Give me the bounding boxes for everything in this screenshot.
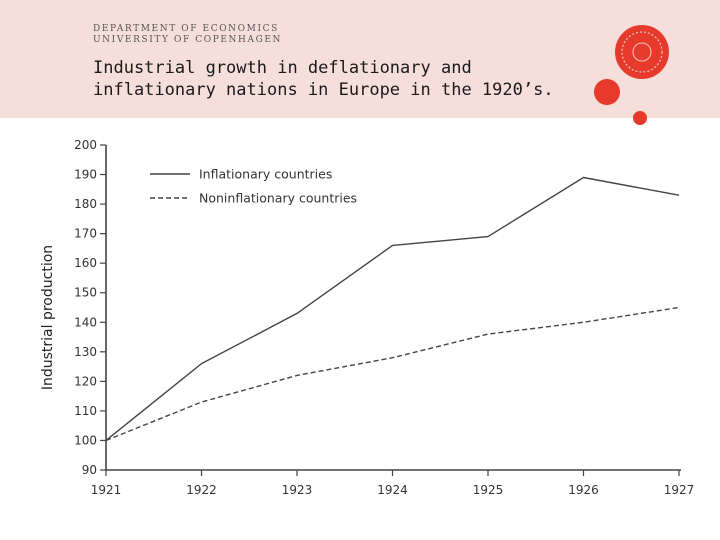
department-name: DEPARTMENT OF ECONOMICS bbox=[93, 24, 279, 34]
y-tick-label: 90 bbox=[82, 463, 97, 477]
y-tick-label: 200 bbox=[74, 138, 97, 152]
y-tick-label: 120 bbox=[74, 374, 97, 388]
x-tick-label: 1924 bbox=[377, 483, 408, 497]
university-name: UNIVERSITY OF COPENHAGEN bbox=[93, 35, 283, 45]
y-tick-label: 170 bbox=[74, 227, 97, 241]
y-tick-label: 160 bbox=[74, 256, 97, 270]
y-tick-label: 190 bbox=[74, 168, 97, 182]
x-tick-label: 1921 bbox=[91, 483, 122, 497]
legend-label: Noninflationary countries bbox=[199, 191, 357, 206]
slide-title: Industrial growth in deflationary and in… bbox=[93, 57, 593, 101]
y-tick-label: 150 bbox=[74, 286, 97, 300]
x-tick-label: 1927 bbox=[664, 483, 695, 497]
y-tick-label: 180 bbox=[74, 197, 97, 211]
y-tick-label: 100 bbox=[74, 433, 97, 447]
x-tick-label: 1922 bbox=[186, 483, 217, 497]
x-tick-label: 1925 bbox=[473, 483, 504, 497]
x-tick-label: 1923 bbox=[282, 483, 313, 497]
y-tick-label: 130 bbox=[74, 345, 97, 359]
slide-title-line-1: Industrial growth in deflationary and bbox=[93, 58, 472, 78]
chart-series bbox=[105, 176, 680, 442]
department-label: DEPARTMENT OF ECONOMICS UNIVERSITY OF CO… bbox=[93, 24, 282, 46]
chart-axes: 200 190 180 170 160 150 140 130 120 110 100 90 1921 1… bbox=[74, 138, 694, 497]
x-tick-label: 1926 bbox=[568, 483, 599, 497]
series-line-noninflationary bbox=[105, 306, 680, 442]
legend-label: Inflationary countries bbox=[199, 167, 332, 182]
y-axis-label: Industrial production bbox=[40, 245, 56, 390]
chart-legend: Inflationary countries Noninflationary co… bbox=[150, 167, 357, 206]
y-tick-label: 110 bbox=[74, 404, 97, 418]
series-line-inflationary bbox=[105, 176, 680, 442]
line-chart: 200 190 180 170 160 150 140 130 120 110 100 90 1921 1… bbox=[40, 138, 694, 497]
y-tick-label: 140 bbox=[74, 315, 97, 329]
slide-title-line-2: inflationary nations in Europe in the 19… bbox=[93, 80, 554, 100]
